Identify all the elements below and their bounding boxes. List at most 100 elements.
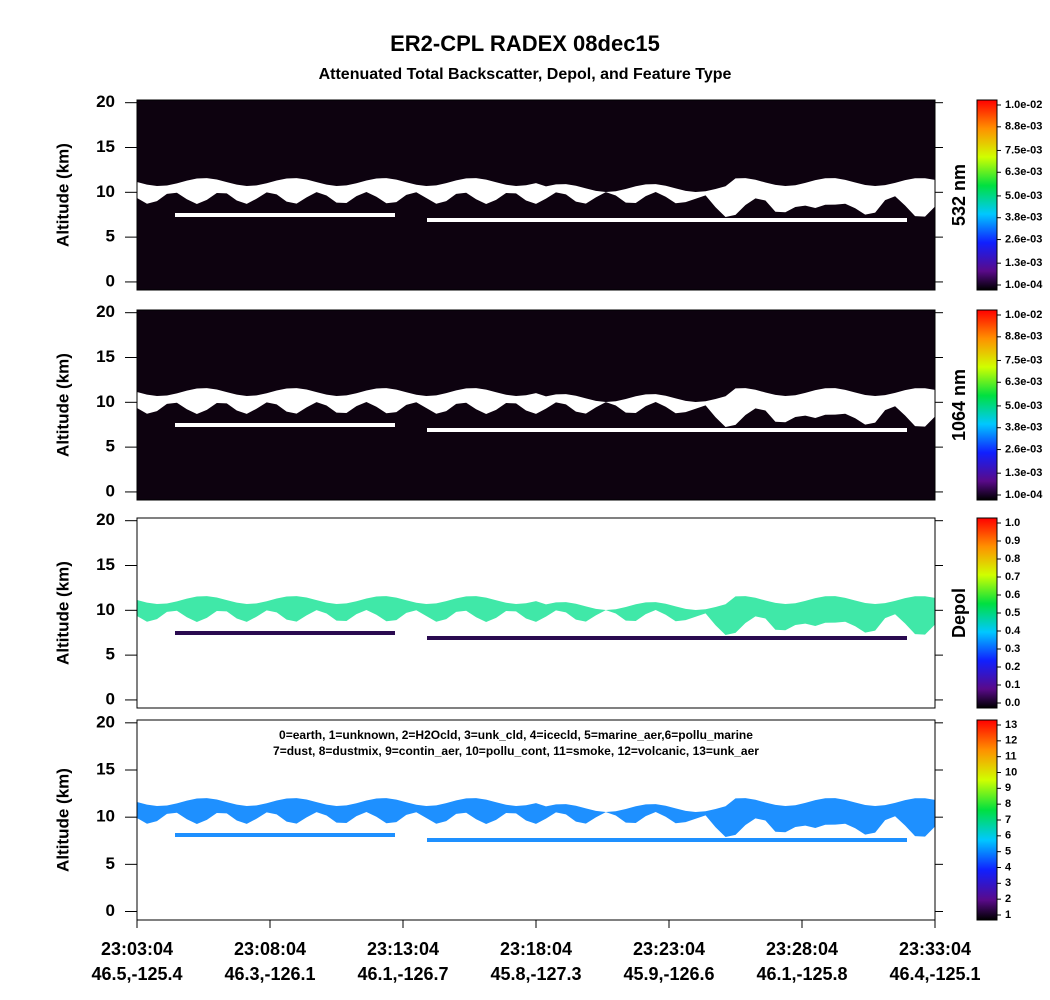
y-tick-label: 20: [96, 302, 115, 321]
cloud-layer: [137, 596, 935, 635]
legend-text: 0=earth, 1=unknown, 2=H2Ocld, 3=unk_cld,…: [279, 728, 753, 742]
cloud-layer: [137, 798, 935, 837]
colorbar-label: Depol: [949, 588, 969, 638]
x-tick-label: 23:18:04: [500, 939, 572, 959]
y-tick-label: 0: [106, 271, 115, 290]
cloud-layer: [175, 423, 395, 427]
colorbar: [976, 99, 998, 291]
colorbar-tick-label: 6.3e-03: [1005, 376, 1042, 388]
colorbar-label: 532 nm: [949, 164, 969, 226]
colorbar-tick-label: 5.0e-03: [1005, 400, 1042, 412]
x-tick-label: 46.3,-126.1: [224, 964, 315, 984]
colorbar-tick-label: 6: [1005, 830, 1011, 842]
colorbar-tick-label: 1.0e-02: [1005, 309, 1042, 321]
colorbar-tick-label: 1.3e-03: [1005, 257, 1042, 269]
y-tick-label: 20: [96, 92, 115, 111]
colorbar-tick-label: 0.2: [1005, 661, 1020, 673]
colorbar-label: 1064 nm: [949, 369, 969, 441]
cloud-layer: [427, 838, 907, 842]
colorbar-tick-label: 5: [1005, 846, 1011, 858]
y-tick-label: 15: [96, 137, 115, 156]
colorbar-tick-label: 1.0e-02: [1005, 99, 1042, 111]
colorbar-tick-label: 3: [1005, 877, 1011, 889]
colorbar-tick-label: 5.0e-03: [1005, 190, 1042, 202]
x-tick-label: 45.9,-126.6: [623, 964, 714, 984]
colorbar: [976, 517, 998, 709]
colorbar-tick-label: 1.0: [1005, 517, 1020, 529]
y-tick-label: 0: [106, 689, 115, 708]
x-tick-label: 23:33:04: [899, 939, 971, 959]
colorbar-tick-label: 0.8: [1005, 553, 1020, 565]
curtain-image: [137, 310, 935, 500]
y-tick-label: 15: [96, 759, 115, 778]
y-tick-label: 10: [96, 182, 115, 201]
y-tick-label: 5: [106, 854, 115, 873]
colorbar-tick-label: 13: [1005, 719, 1017, 731]
cloud-layer: [175, 833, 395, 837]
colorbar-tick-label: 1: [1005, 909, 1011, 921]
y-tick-label: 5: [106, 437, 115, 456]
colorbar-tick-label: 2: [1005, 893, 1011, 905]
y-tick-label: 15: [96, 555, 115, 574]
curtain-image: [137, 798, 935, 842]
x-tick-label: 23:28:04: [766, 939, 838, 959]
y-tick-label: 5: [106, 645, 115, 664]
y-tick-label: 10: [96, 392, 115, 411]
colorbar-tick-label: 8.8e-03: [1005, 121, 1042, 133]
colorbar-tick-label: 8: [1005, 798, 1011, 810]
colorbar-tick-label: 11: [1005, 751, 1017, 763]
colorbar-tick-label: 7.5e-03: [1005, 354, 1042, 366]
legend-text: 7=dust, 8=dustmix, 9=contin_aer, 10=poll…: [273, 744, 759, 758]
x-tick-label: 23:03:04: [101, 939, 173, 959]
chart-title: ER2-CPL RADEX 08dec15: [390, 31, 660, 56]
y-tick-label: 20: [96, 712, 115, 731]
plot-frame: [136, 309, 936, 501]
colorbar-tick-label: 7: [1005, 814, 1011, 826]
cloud-layer: [427, 428, 907, 432]
colorbar-tick-label: 0.4: [1005, 625, 1021, 637]
colorbar-tick-label: 2.6e-03: [1005, 443, 1042, 455]
colorbar-tick-label: 4: [1005, 861, 1012, 873]
colorbar-tick-label: 1.0e-04: [1005, 489, 1043, 501]
curtain-image: [137, 596, 935, 640]
y-tick-label: 10: [96, 807, 115, 826]
x-tick-label: 46.1,-126.7: [357, 964, 448, 984]
x-tick-label: 23:13:04: [367, 939, 439, 959]
x-tick-label: 23:23:04: [633, 939, 705, 959]
colorbar-tick-label: 1.3e-03: [1005, 467, 1042, 479]
colorbar-tick-label: 3.8e-03: [1005, 422, 1042, 434]
colorbar-tick-label: 9: [1005, 782, 1011, 794]
y-axis-label: Altitude (km): [53, 143, 72, 247]
chart-subtitle: Attenuated Total Backscatter, Depol, and…: [319, 66, 732, 83]
colorbar-tick-label: 0.6: [1005, 589, 1020, 601]
colorbar: [976, 309, 998, 501]
colorbar-tick-label: 3.8e-03: [1005, 212, 1042, 224]
plot-frame: [136, 517, 936, 709]
colorbar-tick-label: 2.6e-03: [1005, 233, 1042, 245]
x-tick-label: 46.1,-125.8: [756, 964, 847, 984]
colorbar-tick-label: 6.3e-03: [1005, 166, 1042, 178]
colorbar-tick-label: 10: [1005, 766, 1017, 778]
colorbar: [976, 719, 998, 921]
y-axis-label: Altitude (km): [53, 561, 72, 665]
x-tick-label: 46.4,-125.1: [889, 964, 980, 984]
cloud-layer: [427, 636, 907, 640]
colorbar-tick-label: 0.7: [1005, 571, 1020, 583]
colorbar-tick-label: 0.5: [1005, 607, 1020, 619]
y-tick-label: 20: [96, 510, 115, 529]
colorbar-tick-label: 1.0e-04: [1005, 279, 1043, 291]
y-tick-label: 0: [106, 481, 115, 500]
colorbar-tick-label: 0.1: [1005, 679, 1020, 691]
colorbar-tick-label: 8.8e-03: [1005, 331, 1042, 343]
y-tick-label: 0: [106, 901, 115, 920]
cloud-layer: [137, 178, 935, 217]
x-tick-label: 23:08:04: [234, 939, 306, 959]
cloud-layer: [427, 218, 907, 222]
colorbar-tick-label: 0.3: [1005, 643, 1020, 655]
y-tick-label: 5: [106, 227, 115, 246]
curtain-image: [137, 100, 935, 290]
x-tick-label: 46.5,-125.4: [91, 964, 182, 984]
colorbar-tick-label: 0.0: [1005, 697, 1020, 709]
cloud-layer: [175, 213, 395, 217]
